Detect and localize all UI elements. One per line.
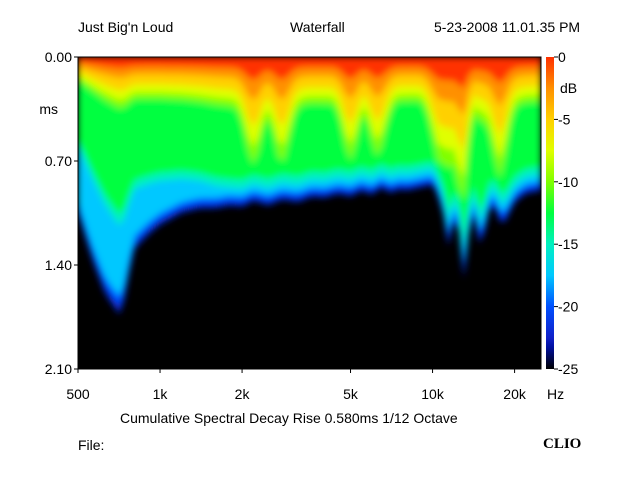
- x-tick-label: 2k: [235, 386, 251, 402]
- colorbar-tick-label: -20: [558, 299, 578, 315]
- colorbar-tick-label: -15: [558, 236, 578, 252]
- colorbar-tick-label: 0: [558, 49, 566, 65]
- y-axis: 0.00 0.70 1.40 2.10 ms: [39, 49, 78, 377]
- x-tick-label: 20k: [503, 386, 527, 402]
- x-tick-label: 5k: [343, 386, 359, 402]
- chart-owner: Just Big'n Loud: [78, 19, 174, 35]
- chart-caption: Cumulative Spectral Decay Rise 0.580ms 1…: [120, 410, 458, 426]
- y-tick-label: 0.00: [45, 49, 72, 65]
- y-axis-unit: ms: [39, 101, 58, 117]
- x-axis-unit: Hz: [547, 386, 564, 402]
- colorbar-tick-label: -10: [558, 174, 578, 190]
- chart-title: Waterfall: [290, 19, 345, 35]
- y-tick-label: 1.40: [45, 257, 72, 273]
- colorbar: [546, 57, 554, 369]
- y-tick-label: 2.10: [45, 361, 72, 377]
- x-tick-label: 500: [66, 386, 90, 402]
- colorbar-tick-label: -5: [558, 111, 571, 127]
- file-label: File:: [78, 437, 105, 453]
- decay-contour-9: [78, 57, 541, 88]
- decay-contour-8: [78, 57, 541, 115]
- decay-contour-7: [78, 57, 541, 150]
- plot-frame: [77, 56, 542, 370]
- x-tick-label: 1k: [153, 386, 169, 402]
- colorbar-unit: dB: [560, 80, 577, 96]
- colorbar-tick-label: -25: [558, 361, 578, 377]
- colorbar-axis: 0 -5 -10 -15 -20 -25 dB: [554, 49, 578, 377]
- x-axis: 500 1k 2k 5k 10k 20k Hz: [66, 369, 564, 402]
- clio-logo: CLIO: [543, 436, 582, 452]
- decay-surface: [78, 57, 541, 315]
- y-tick-label: 0.70: [45, 153, 72, 169]
- x-tick-label: 10k: [421, 386, 445, 402]
- chart-timestamp: 5-23-2008 11.01.35 PM: [434, 19, 581, 35]
